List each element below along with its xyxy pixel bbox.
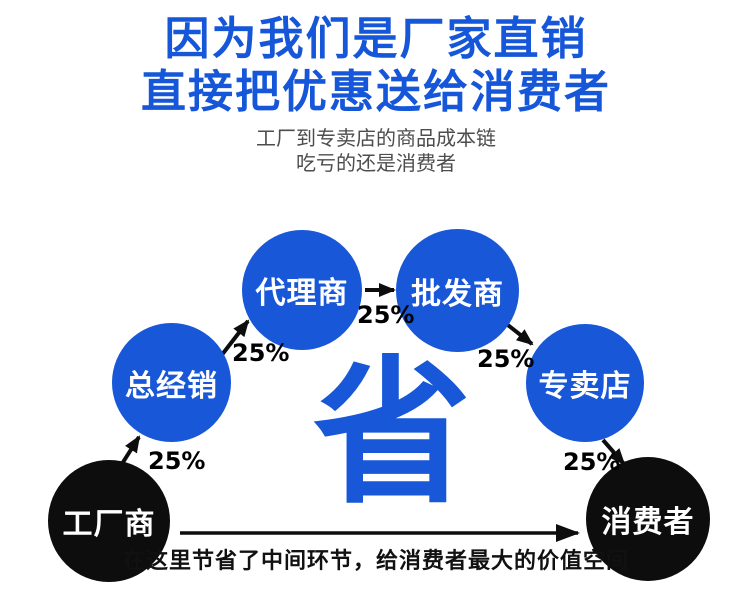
percent-label-store-consumer: 25% (563, 448, 621, 476)
title-line-2: 直接把优惠送给消费者 (140, 65, 611, 118)
node-consumer: 消费者 (586, 457, 710, 581)
title-line-1: 因为我们是厂家直销 (164, 12, 588, 65)
percent-label-wholesaler-store: 25% (477, 345, 535, 373)
save-character: 省 (313, 342, 471, 526)
node-agent-label: 代理商 (255, 276, 349, 311)
bottom-caption: 在这里节省了中间环节，给消费者最大的价值空间 (122, 549, 629, 574)
node-agent: 代理商 (242, 230, 362, 350)
node-factory-label: 工厂商 (62, 507, 156, 542)
node-wholesaler-label: 批发商 (411, 276, 504, 312)
node-general-distributor-label: 总经销 (125, 368, 218, 404)
percent-label-factory-general: 25% (148, 447, 206, 475)
node-retail-store: 专卖店 (526, 324, 644, 442)
page-title: 因为我们是厂家直销 直接把优惠送给消费者 (0, 12, 752, 118)
subtitle-line-2: 吃亏的还是消费者 (296, 151, 456, 175)
percent-label-general-agent: 25% (232, 339, 290, 367)
node-factory: 工厂商 (48, 460, 170, 582)
percent-label-agent-wholesaler: 25% (357, 301, 415, 329)
subtitle-line-1: 工厂到专卖店的商品成本链 (256, 126, 496, 150)
node-general-distributor: 总经销 (112, 323, 231, 442)
node-retail-store-label: 专卖店 (538, 369, 632, 404)
subtitle: 工厂到专卖店的商品成本链 吃亏的还是消费者 (0, 126, 752, 176)
node-wholesaler: 批发商 (396, 229, 519, 352)
node-consumer-label: 消费者 (601, 505, 695, 540)
